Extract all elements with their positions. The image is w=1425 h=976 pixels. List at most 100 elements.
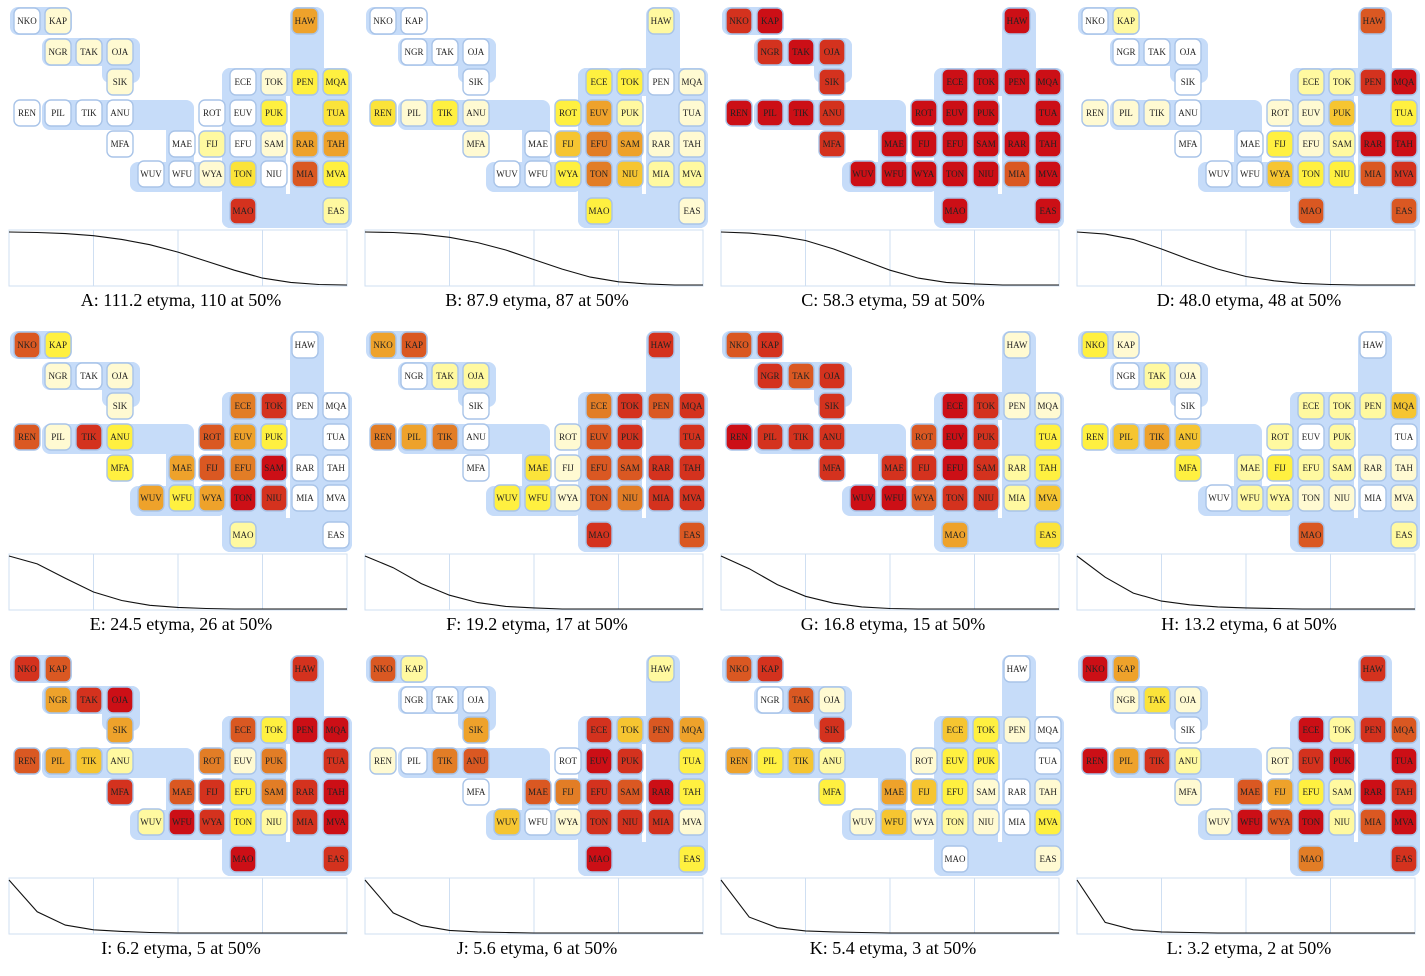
language-node-wfu: WFU <box>1236 808 1264 836</box>
language-node-haw: HAW <box>1003 331 1031 359</box>
language-code-label: EUV <box>946 432 965 442</box>
language-code-label: PEN <box>1364 725 1382 735</box>
language-node-haw: HAW <box>291 655 319 683</box>
language-node-mia: MIA <box>1359 808 1387 836</box>
language-node-tah: TAH <box>1390 130 1418 158</box>
language-code-label: MQA <box>1037 77 1059 87</box>
language-code-label: PUK <box>1333 108 1352 118</box>
language-code-label: ECE <box>947 77 965 87</box>
language-code-label: TIK <box>1150 432 1165 442</box>
language-node-haw: HAW <box>1359 655 1387 683</box>
language-node-oja: OJA <box>818 686 846 714</box>
curve-line <box>1076 555 1415 610</box>
language-node-pen: PEN <box>1003 392 1031 420</box>
language-node-wuv: WUV <box>1205 160 1233 188</box>
language-code-label: PEN <box>1008 401 1026 411</box>
language-node-ton: TON <box>585 808 613 836</box>
language-code-label: TOK <box>1333 77 1352 87</box>
distribution-curve <box>720 877 1060 935</box>
language-code-label: NKO <box>17 664 37 674</box>
language-code-label: HAW <box>1363 16 1384 26</box>
language-node-niu: NIU <box>1328 484 1356 512</box>
language-node-haw: HAW <box>647 7 675 35</box>
language-code-label: NKO <box>17 16 37 26</box>
language-node-mva: MVA <box>678 160 706 188</box>
language-code-label: MVA <box>1394 493 1414 503</box>
language-code-label: PEN <box>296 401 314 411</box>
language-node-anu: ANU <box>106 423 134 451</box>
language-node-tua: TUA <box>1034 99 1062 127</box>
language-node-sam: SAM <box>616 778 644 806</box>
language-node-tak: TAK <box>431 38 459 66</box>
language-code-label: MFA <box>467 463 486 473</box>
language-node-tik: TIK <box>75 99 103 127</box>
language-code-label: WYA <box>914 493 935 503</box>
language-node-anu: ANU <box>1174 99 1202 127</box>
language-node-ren: REN <box>369 423 397 451</box>
language-node-tak: TAK <box>431 362 459 390</box>
language-code-label: MAE <box>172 463 193 473</box>
language-node-eas: EAS <box>322 521 350 549</box>
language-code-label: PUK <box>977 756 996 766</box>
language-node-tak: TAK <box>1143 362 1171 390</box>
language-code-label: NIU <box>622 493 638 503</box>
curve-line <box>8 231 348 286</box>
map-panel: NKO KAP NGR TAK OJA SIK REN PIL TIK ANU MFA MAE WUV W… <box>718 328 1068 652</box>
language-code-label: WYA <box>914 817 935 827</box>
curve-line <box>8 879 347 934</box>
language-code-label: MFA <box>111 463 130 473</box>
language-code-label: EAS <box>683 206 700 216</box>
language-node-mfa: MFA <box>1174 778 1202 806</box>
language-node-pen: PEN <box>291 716 319 744</box>
language-code-label: TAK <box>80 47 98 57</box>
language-node-mva: MVA <box>1390 484 1418 512</box>
language-code-label: RAR <box>652 139 671 149</box>
language-node-mfa: MFA <box>818 454 846 482</box>
language-code-label: TON <box>234 169 253 179</box>
language-node-niu: NIU <box>972 808 1000 836</box>
language-code-label: PIL <box>51 432 65 442</box>
language-code-label: NGR <box>1116 47 1135 57</box>
language-node-oja: OJA <box>462 38 490 66</box>
language-code-label: TAH <box>1395 139 1413 149</box>
language-code-label: RAR <box>1364 787 1383 797</box>
language-code-label: NIU <box>1334 493 1350 503</box>
language-node-efu: EFU <box>941 778 969 806</box>
language-code-label: SIK <box>825 77 840 87</box>
language-node-euv: EUV <box>1297 747 1325 775</box>
language-node-mqa: MQA <box>322 68 350 96</box>
language-code-label: MAO <box>232 530 254 540</box>
language-node-oja: OJA <box>818 362 846 390</box>
language-node-ece: ECE <box>941 68 969 96</box>
language-node-haw: HAW <box>647 655 675 683</box>
language-node-ngr: NGR <box>1112 362 1140 390</box>
language-code-label: MAO <box>944 206 966 216</box>
language-node-tah: TAH <box>1034 130 1062 158</box>
language-code-label: TIK <box>438 108 453 118</box>
language-node-ren: REN <box>1081 423 1109 451</box>
language-node-fij: FIJ <box>1266 454 1294 482</box>
language-node-mia: MIA <box>291 160 319 188</box>
language-node-pen: PEN <box>1003 716 1031 744</box>
language-node-rot: ROT <box>198 423 226 451</box>
language-node-wuv: WUV <box>849 160 877 188</box>
language-node-tah: TAH <box>1390 454 1418 482</box>
language-node-tik: TIK <box>787 423 815 451</box>
language-code-label: EAS <box>1395 206 1412 216</box>
language-node-wya: WYA <box>1266 808 1294 836</box>
language-node-nko: NKO <box>725 331 753 359</box>
language-code-label: TOK <box>265 725 284 735</box>
language-code-label: EFU <box>234 463 252 473</box>
language-node-mae: MAE <box>524 778 552 806</box>
language-code-label: NGR <box>760 371 779 381</box>
language-node-mao: MAO <box>229 197 257 225</box>
curve-line <box>1076 231 1415 286</box>
language-code-label: MAO <box>1300 206 1322 216</box>
language-node-rot: ROT <box>198 99 226 127</box>
language-code-label: ECE <box>1303 401 1321 411</box>
language-code-label: EFU <box>590 139 608 149</box>
language-node-tik: TIK <box>431 423 459 451</box>
language-node-fij: FIJ <box>198 778 226 806</box>
language-node-mva: MVA <box>1034 160 1062 188</box>
language-node-mqa: MQA <box>1034 392 1062 420</box>
